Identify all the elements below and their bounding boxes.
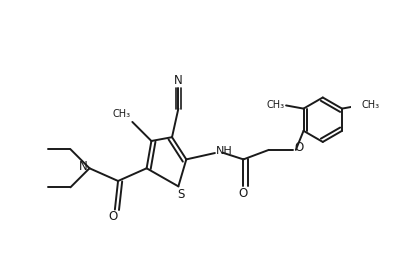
Text: O: O: [239, 187, 248, 200]
Text: NH: NH: [216, 146, 233, 157]
Text: CH₃: CH₃: [113, 109, 131, 119]
Text: CH₃: CH₃: [361, 100, 379, 110]
Text: CH₃: CH₃: [266, 100, 285, 110]
Text: O: O: [294, 142, 303, 154]
Text: O: O: [109, 210, 118, 223]
Text: N: N: [79, 160, 88, 173]
Text: S: S: [177, 188, 185, 201]
Text: N: N: [174, 73, 183, 87]
